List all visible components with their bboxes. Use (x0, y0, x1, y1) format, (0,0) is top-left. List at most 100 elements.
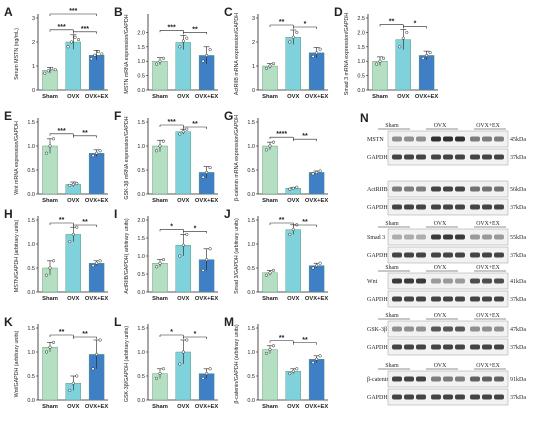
y-tick-label: 0.5 (137, 168, 145, 174)
significance-label: * (170, 223, 173, 230)
protein-band (494, 344, 504, 350)
protein-band (470, 186, 480, 192)
panel-letter: N (360, 111, 369, 125)
panel-letter: I (114, 207, 117, 221)
bar-ovx-ex (88, 55, 105, 91)
bar-ovx-ex (418, 55, 435, 91)
category-label: OVX+EX (85, 404, 108, 410)
y-tick-label: 0.5 (27, 374, 35, 380)
protein-band (431, 326, 441, 332)
bar-ovx (175, 131, 192, 195)
protein-band (482, 252, 492, 258)
data-point (181, 243, 185, 247)
data-point (288, 232, 292, 236)
protein-band (443, 296, 453, 302)
y-axis-label: ActRIIB mRNA expression/GAPDH (234, 13, 240, 95)
y-tick-label: 0.0 (247, 192, 255, 198)
data-point (154, 376, 159, 380)
protein-band (470, 296, 480, 302)
data-point (398, 45, 402, 49)
protein-band (431, 278, 441, 284)
protein-band (482, 344, 492, 350)
category-label: OVX (287, 404, 299, 410)
data-point (318, 261, 322, 265)
protein-band (494, 278, 504, 284)
category-label: OVX (67, 296, 79, 302)
band-label: Smad 3 (367, 235, 385, 241)
y-tick-label: 3 (32, 16, 35, 22)
y-axis-label: ActRIIB/GAPDH( arbitrary units) (124, 218, 130, 294)
protein-band (404, 296, 414, 302)
significance-label: *** (58, 128, 66, 135)
y-tick-label: 0.5 (27, 266, 35, 272)
data-point (208, 367, 212, 371)
protein-band (392, 326, 402, 332)
band-label: GAPDH (367, 205, 388, 211)
y-tick-label: 1.5 (27, 326, 35, 332)
protein-band (404, 186, 414, 192)
y-axis-label: GSK-3β/GAPDH (arbitrary units) (124, 326, 130, 403)
data-point (318, 47, 322, 51)
bar-ovx (285, 229, 301, 293)
band-label: β-catenin (367, 377, 389, 383)
panel-letter: F (114, 109, 121, 123)
category-label: OVX+EX (85, 94, 108, 100)
y-tick-label: 1.0 (137, 254, 145, 260)
y-axis-label: β-catenin/GAPDH (arbitrary units) (234, 324, 240, 404)
data-point (154, 265, 159, 269)
data-point (315, 264, 319, 268)
bar-ovx-ex (308, 359, 325, 401)
protein-band (392, 234, 402, 240)
data-point (201, 376, 205, 380)
band-label: GAPDH (367, 155, 388, 161)
protein-band (443, 252, 453, 258)
group-label: Sham (385, 221, 399, 227)
protein-band (431, 376, 441, 382)
data-point (158, 59, 162, 63)
data-point (89, 57, 93, 61)
data-point (98, 149, 102, 153)
data-point (315, 51, 319, 55)
group-label: Sham (385, 313, 399, 319)
data-point (98, 338, 102, 342)
data-point (185, 36, 189, 40)
y-axis-label: MSTN/GAPDH (arbitrary units) (14, 220, 20, 293)
protein-band (494, 296, 504, 302)
category-label: OVX+EX (305, 296, 328, 302)
protein-band (416, 376, 426, 382)
band-size: 45kDa (510, 137, 526, 143)
group-label: OVX+EX (476, 123, 500, 129)
band-label: MSTN (367, 137, 384, 143)
protein-band (443, 204, 453, 210)
data-point (311, 361, 315, 365)
band-label: GAPDH (367, 345, 388, 351)
y-axis-label: Wnt/GAPDH (arbitrary units) (14, 330, 20, 397)
y-tick-label: 0.0 (247, 398, 255, 404)
category-label: Sham (262, 296, 278, 302)
data-point (295, 367, 299, 371)
category-label: OVX (177, 198, 189, 204)
protein-band (470, 394, 480, 400)
data-point (71, 182, 75, 186)
blot-block: Sham OVX OVX+EX GSK-3β 47kDa GAPDH 37kDa (367, 313, 526, 356)
protein-band (470, 278, 480, 284)
protein-band (455, 204, 465, 210)
panel-letter: D (334, 5, 343, 19)
y-tick-label: 1.0 (137, 59, 145, 65)
y-tick-label: 1.5 (137, 120, 145, 126)
group-label: OVX (434, 265, 447, 271)
significance-label: * (194, 331, 197, 338)
y-tick-label: 1.0 (137, 144, 145, 150)
protein-band (482, 154, 492, 160)
panel-a: A Serum MSTN (ng/mL) 0 1 2 3 Sham OVX OVX+EX *** *… (4, 5, 108, 100)
y-tick-label: 1.5 (27, 120, 35, 126)
y-tick-label: 1.0 (27, 350, 35, 356)
data-point (401, 36, 405, 40)
y-tick-label: 0.0 (27, 192, 35, 198)
category-label: Sham (152, 198, 168, 204)
blot-block: ActRIIB 56kDa GAPDH 37kDa (367, 180, 526, 216)
